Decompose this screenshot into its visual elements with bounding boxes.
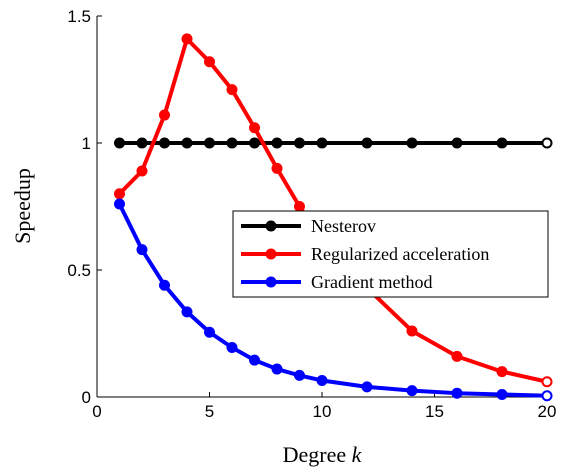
axes-layer bbox=[96, 15, 548, 398]
data-point-gradient-method-12 bbox=[361, 381, 373, 393]
x-tick-label-5: 5 bbox=[205, 402, 214, 421]
data-point-regularized-acceleration-1 bbox=[114, 188, 125, 200]
data-point-nesterov-18 bbox=[496, 137, 508, 149]
x-axis-title: Degree k bbox=[283, 442, 363, 467]
data-point-gradient-method-7 bbox=[249, 354, 260, 366]
data-point-regularized-acceleration-14 bbox=[406, 325, 418, 337]
data-point-nesterov-10 bbox=[316, 137, 328, 149]
legend-marker-regularized-acceleration bbox=[265, 248, 277, 260]
data-point-regularized-acceleration-7 bbox=[249, 122, 260, 134]
data-point-regularized-acceleration-20 bbox=[541, 376, 553, 388]
labels-layer: 0 5 10 15 20 0 0.5 1 1.5 Degree k Speedup bbox=[10, 7, 556, 467]
data-point-gradient-method-3 bbox=[159, 279, 170, 291]
data-point-gradient-method-2 bbox=[136, 244, 148, 256]
data-point-gradient-method-4 bbox=[181, 306, 193, 318]
data-point-regularized-acceleration-4 bbox=[181, 33, 193, 45]
data-point-nesterov-14 bbox=[406, 137, 418, 149]
legend-marker-nesterov bbox=[265, 220, 277, 232]
data-point-regularized-acceleration-6 bbox=[226, 84, 238, 96]
data-point-nesterov-7 bbox=[249, 137, 260, 149]
data-point-nesterov-6 bbox=[226, 137, 238, 149]
data-point-nesterov-16 bbox=[451, 137, 463, 149]
data-point-regularized-acceleration-5 bbox=[204, 56, 215, 68]
x-axis-title-text: Degree bbox=[283, 442, 352, 467]
series-line-regularized-acceleration bbox=[118, 36, 548, 384]
legend-marker-gradient-method bbox=[265, 276, 277, 288]
data-point-regularized-acceleration-18 bbox=[496, 366, 508, 378]
data-point-gradient-method-6 bbox=[226, 341, 238, 353]
data-point-gradient-method-10 bbox=[316, 374, 328, 386]
data-point-gradient-method-18 bbox=[496, 388, 508, 400]
y-tick-label-1.5: 1.5 bbox=[67, 7, 91, 26]
x-tick-label-10: 10 bbox=[313, 402, 332, 421]
data-point-nesterov-8 bbox=[271, 137, 283, 149]
data-point-nesterov-20 bbox=[541, 137, 553, 149]
data-point-regularized-acceleration-9 bbox=[294, 201, 305, 212]
data-point-regularized-acceleration-2 bbox=[136, 165, 148, 177]
data-point-nesterov-4 bbox=[181, 137, 193, 149]
data-point-gradient-method-14 bbox=[406, 385, 418, 397]
x-axis-title-variable: k bbox=[352, 442, 363, 467]
data-point-regularized-acceleration-16 bbox=[451, 350, 463, 362]
legend-label-regularized-acceleration: Regularized acceleration bbox=[311, 244, 489, 264]
data-point-nesterov-2 bbox=[136, 137, 148, 149]
x-tick-label-0: 0 bbox=[92, 402, 101, 421]
y-tick-label-0: 0 bbox=[82, 388, 91, 407]
data-point-nesterov-9 bbox=[294, 137, 305, 149]
data-point-nesterov-1 bbox=[114, 137, 125, 149]
x-tick-label-15: 15 bbox=[425, 402, 444, 421]
y-tick-label-0.5: 0.5 bbox=[67, 261, 91, 280]
x-tick-label-20: 20 bbox=[538, 402, 557, 421]
data-point-regularized-acceleration-3 bbox=[159, 109, 170, 121]
legend-label-gradient-method: Gradient method bbox=[311, 272, 432, 292]
series-layer bbox=[114, 33, 553, 402]
data-point-nesterov-3 bbox=[159, 137, 170, 149]
data-point-gradient-method-20 bbox=[541, 390, 553, 402]
data-point-gradient-method-8 bbox=[271, 363, 283, 375]
legend-layer: Nesterov Regularized acceleration Gradient… bbox=[232, 210, 549, 298]
y-axis-title: Speedup bbox=[10, 168, 35, 244]
data-point-gradient-method-16 bbox=[451, 387, 463, 399]
legend-label-nesterov: Nesterov bbox=[311, 216, 376, 236]
data-point-regularized-acceleration-8 bbox=[271, 162, 283, 174]
data-point-gradient-method-1 bbox=[114, 198, 125, 210]
data-point-gradient-method-9 bbox=[294, 369, 305, 381]
data-point-gradient-method-5 bbox=[204, 326, 215, 338]
y-tick-label-1: 1 bbox=[82, 134, 91, 153]
data-point-nesterov-12 bbox=[361, 137, 373, 149]
data-point-nesterov-5 bbox=[204, 137, 215, 149]
